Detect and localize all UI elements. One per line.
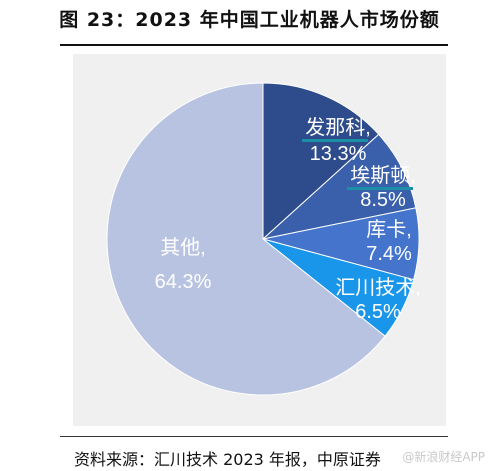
- source-rule: [60, 436, 448, 437]
- slice-value-label: 64.3%: [155, 271, 212, 293]
- pie-chart: 发那科, 13.3%埃斯顿,8.5% 库卡,7.4% 汇川技术,6.5% 其他, 64.3…: [106, 82, 421, 396]
- slice-name-label: 发那科,: [305, 116, 371, 139]
- figure-title: 图 23：2023 年中国工业机器人市场份额: [59, 9, 440, 31]
- slice-name-label: 埃斯顿,: [350, 164, 416, 187]
- title-rule: [60, 44, 448, 46]
- source-note: 资料来源：汇川技术 2023 年报，中原证券: [74, 450, 381, 469]
- slice-value-label: 6.5%: [355, 301, 401, 323]
- slice-name-label: 汇川技术,: [335, 276, 421, 299]
- slice-value-label: 8.5%: [360, 189, 406, 211]
- slice-value-label: 7.4%: [366, 243, 412, 265]
- slice-name-label: 其他,: [160, 236, 206, 259]
- chart-panel: 发那科, 13.3% 埃斯顿, 8.5% 库卡, 7.4% 汇川技术, 6.5% 其他, 64.3…: [73, 54, 446, 426]
- pie-slice: [261, 133, 417, 240]
- watermark-text: @新浪财经APP: [402, 450, 485, 464]
- label-underline: [347, 187, 413, 190]
- pie-slice: [106, 82, 386, 396]
- pie-slice: [262, 82, 380, 241]
- label-underline: [302, 139, 368, 142]
- slice-value-label: 13.3%: [310, 143, 367, 165]
- slice-name-label: 库卡,: [366, 218, 412, 241]
